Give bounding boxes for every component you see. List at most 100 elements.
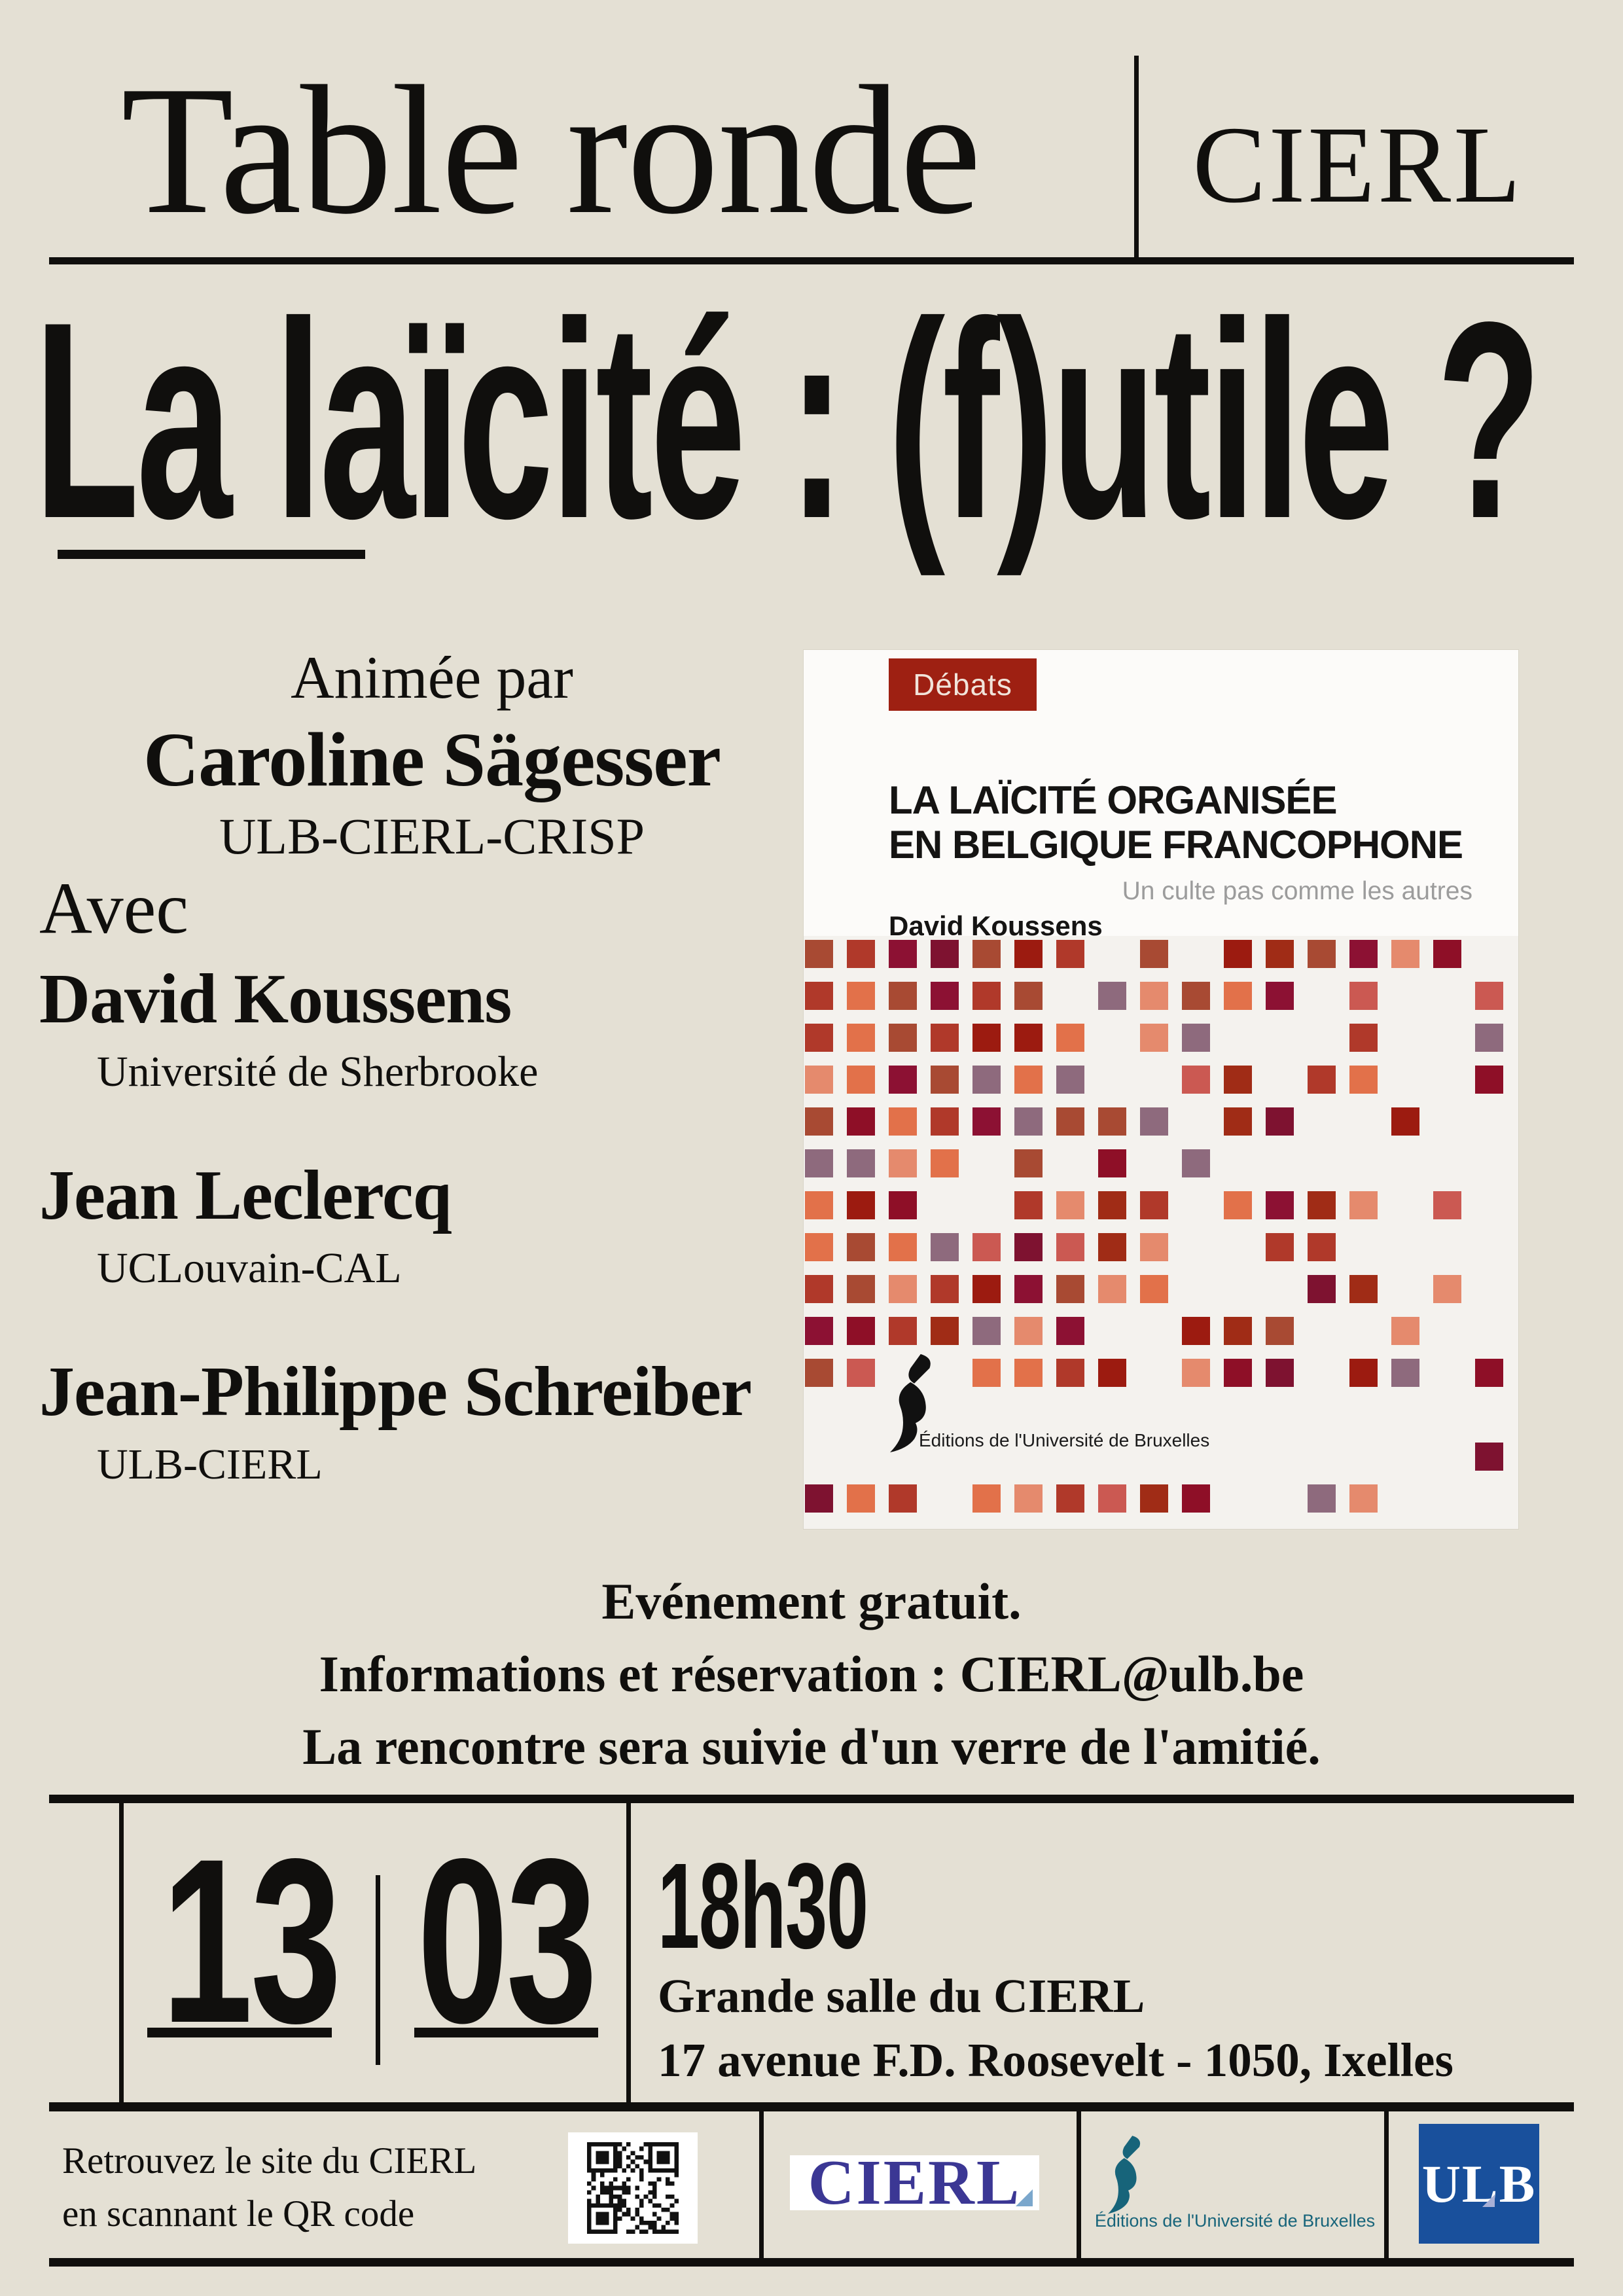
- mosaic-square: [1391, 940, 1419, 968]
- header-rule: [49, 257, 1574, 264]
- mosaic-square: [1308, 1233, 1336, 1261]
- mosaic-square: [1014, 940, 1043, 968]
- mosaic-square: [1266, 1191, 1294, 1219]
- mosaic-square: [805, 1484, 833, 1513]
- with-label: Avec: [39, 868, 188, 949]
- footer-divider-2: [1077, 2102, 1081, 2258]
- mosaic-square: [889, 1024, 917, 1052]
- info-line-free: Evénement gratuit.: [601, 1573, 1022, 1630]
- ulb-logo: ULB: [1419, 2124, 1539, 2244]
- mosaic-square: [847, 1484, 875, 1513]
- mosaic-square: [805, 1107, 833, 1136]
- footer-bottom-rule: [49, 2258, 1574, 2267]
- cierl-logo-triangle-icon: [1016, 2189, 1033, 2206]
- mosaic-square: [1182, 1484, 1210, 1513]
- mosaic-square: [1224, 940, 1252, 968]
- mosaic-square: [1391, 1359, 1419, 1387]
- mosaic-square: [972, 1024, 1001, 1052]
- mosaic-square: [1182, 1024, 1210, 1052]
- speaker-name: Jean-Philippe Schreiber: [39, 1353, 752, 1431]
- mosaic-square: [1098, 982, 1126, 1010]
- mosaic-square: [1014, 1275, 1043, 1303]
- book-mosaic-art: [804, 936, 1518, 1529]
- mosaic-square: [847, 1359, 875, 1387]
- header-org-label: CIERL: [1192, 104, 1524, 226]
- footer-divider-1: [759, 2102, 764, 2258]
- mosaic-square: [1014, 1233, 1043, 1261]
- mosaic-square: [1349, 1066, 1378, 1094]
- mosaic-square: [847, 1317, 875, 1345]
- mosaic-square: [972, 1107, 1001, 1136]
- mosaic-square: [1308, 1066, 1336, 1094]
- mosaic-square: [1349, 940, 1378, 968]
- speaker-affiliation: UCLouvain-CAL: [97, 1244, 402, 1292]
- mosaic-square: [1391, 1107, 1419, 1136]
- mosaic-square: [1056, 940, 1084, 968]
- mosaic-square: [1182, 1317, 1210, 1345]
- mosaic-square: [889, 1149, 917, 1177]
- mosaic-square: [1056, 1317, 1084, 1345]
- mosaic-square: [889, 940, 917, 968]
- book-collection-badge: Débats: [889, 658, 1037, 711]
- mosaic-square: [847, 1107, 875, 1136]
- mosaic-square: [1056, 1066, 1084, 1094]
- moderator-name: Caroline Sägesser: [143, 717, 721, 802]
- mosaic-square: [1014, 1317, 1043, 1345]
- mosaic-square: [1433, 940, 1461, 968]
- mosaic-square: [805, 1359, 833, 1387]
- mosaic-square: [889, 1107, 917, 1136]
- date-section-top-rule: [49, 1795, 1574, 1803]
- mosaic-square: [1349, 1275, 1378, 1303]
- mosaic-square: [847, 1024, 875, 1052]
- mosaic-square: [1140, 1024, 1168, 1052]
- mosaic-square: [1224, 1359, 1252, 1387]
- event-address: 17 avenue F.D. Roosevelt - 1050, Ixelles: [658, 2034, 1454, 2087]
- mosaic-square: [1475, 1359, 1503, 1387]
- mosaic-square: [805, 1191, 833, 1219]
- mosaic-square: [1182, 1066, 1210, 1094]
- mosaic-square: [889, 1275, 917, 1303]
- mosaic-square: [805, 1066, 833, 1094]
- mosaic-square: [1014, 1107, 1043, 1136]
- mosaic-square: [847, 1066, 875, 1094]
- mosaic-square: [1098, 1484, 1126, 1513]
- cierl-logo: CIERL: [790, 2151, 1039, 2215]
- mosaic-square: [1014, 1149, 1043, 1177]
- day-month-divider: [376, 1875, 380, 2065]
- mosaic-square: [1098, 1191, 1126, 1219]
- info-line-drink: La rencontre sera suivie d'un verre de l…: [302, 1717, 1321, 1775]
- mosaic-square: [1182, 1149, 1210, 1177]
- speaker-item: David Koussens Université de Sherbrooke: [39, 957, 825, 1096]
- mosaic-square: [1308, 1484, 1336, 1513]
- mosaic-square: [1014, 1359, 1043, 1387]
- mosaic-square: [1140, 1191, 1168, 1219]
- mosaic-square: [889, 1233, 917, 1261]
- mosaic-square: [931, 1233, 959, 1261]
- mosaic-square: [972, 982, 1001, 1010]
- mosaic-square: [1391, 1317, 1419, 1345]
- mosaic-square: [1014, 1066, 1043, 1094]
- day-underline: [147, 2028, 332, 2037]
- book-title: LA LAÏCITÉ ORGANISÉE EN BELGIQUE FRANCOP…: [889, 778, 1463, 868]
- mosaic-square: [1182, 982, 1210, 1010]
- mosaic-square: [1224, 1107, 1252, 1136]
- speaker-item: Jean Leclercq UCLouvain-CAL: [39, 1153, 825, 1292]
- mosaic-square: [1014, 1024, 1043, 1052]
- editions-logo-text: Éditions de l'Université de Bruxelles: [1094, 2211, 1376, 2231]
- mosaic-square: [931, 1275, 959, 1303]
- month-underline: [414, 2028, 598, 2037]
- mosaic-square: [805, 1317, 833, 1345]
- qr-code: [568, 2132, 698, 2244]
- mosaic-square: [1056, 1191, 1084, 1219]
- book-publisher: Éditions de l'Université de Bruxelles: [919, 1430, 1210, 1450]
- mosaic-square: [889, 1317, 917, 1345]
- mosaic-square: [1224, 1066, 1252, 1094]
- mosaic-square: [931, 1024, 959, 1052]
- mosaic-square: [1224, 1191, 1252, 1219]
- mosaic-square: [1056, 1484, 1084, 1513]
- mosaic-square: [972, 1233, 1001, 1261]
- mosaic-square: [889, 982, 917, 1010]
- mosaic-square: [847, 982, 875, 1010]
- mosaic-square: [847, 1191, 875, 1219]
